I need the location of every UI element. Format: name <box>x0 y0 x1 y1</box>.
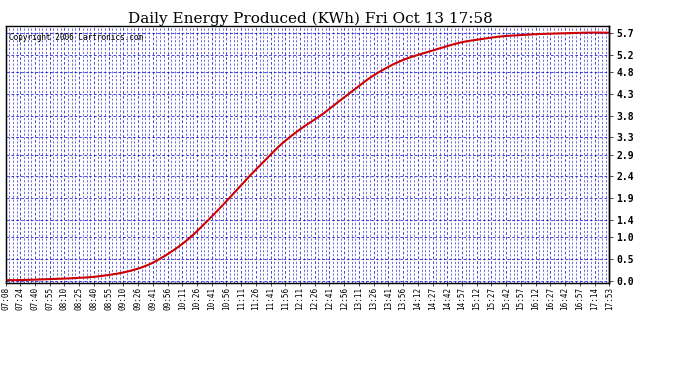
Text: Daily Energy Produced (KWh) Fri Oct 13 17:58: Daily Energy Produced (KWh) Fri Oct 13 1… <box>128 11 493 26</box>
Text: Copyright 2006 Cartronics.com: Copyright 2006 Cartronics.com <box>8 33 143 42</box>
